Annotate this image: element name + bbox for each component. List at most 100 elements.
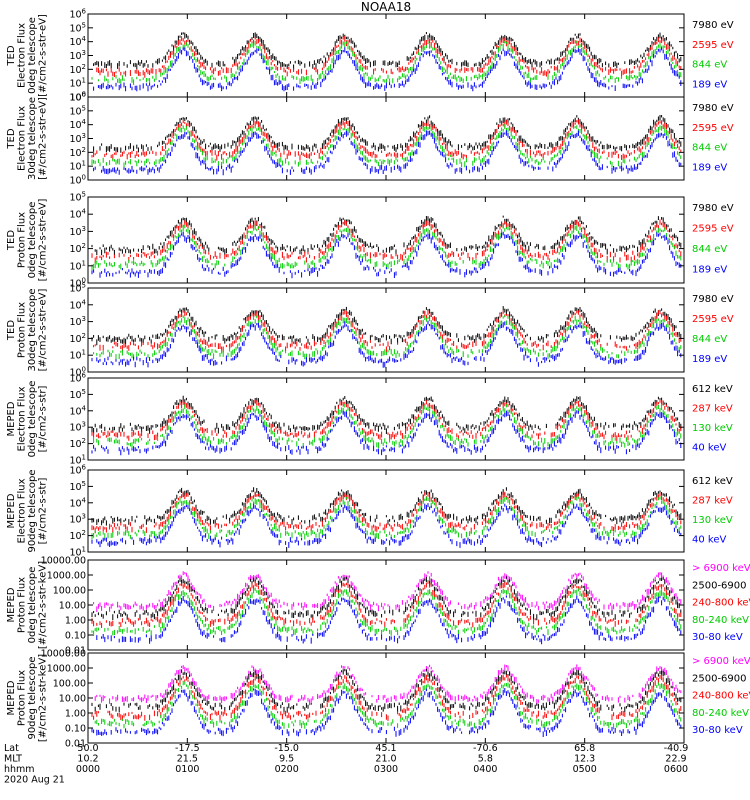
y-axis-label-line: [#/cm2-s-str-eV] [38,289,49,372]
panel-7-data [91,571,682,645]
panel-3-data [91,215,682,279]
legend-entry: 2595 eV [692,314,734,325]
series-trace [91,224,682,270]
legend-entry: 40 keV [692,535,726,546]
legend-entry: 30-80 keV [692,725,743,736]
legend-entry: 80-240 keV [692,708,749,719]
y-axis-label-line: 0deg telescope [27,202,38,279]
y-tick-label: 102 [69,529,86,542]
y-axis-label-line: 0deg telescope [27,567,38,644]
series-40-kev [91,503,682,548]
series-trace [91,503,682,548]
panel-5: 101 102 103 104 105 106 MEPED Electron Flux 0deg… [6,372,733,467]
y-tick-label: 104 [69,496,86,509]
series-240-800-kev [91,674,682,721]
y-axis-label-line: Electron Flux [17,106,28,171]
series-287-kev [91,399,682,442]
x-tick-label-lat: -40.9 [664,743,689,754]
y-axis-label-line: Proton Flux [17,670,28,726]
y-axis-label-line: Proton Flux [17,577,28,633]
series-trace [91,219,682,263]
panel-6-data [91,487,682,548]
y-axis-label-line: TED [6,320,17,341]
figure-title: NOAA18 [361,0,411,14]
x-tick-label-mlt: 21.0 [375,754,396,765]
legend-entry: 40 keV [692,443,726,454]
legend-entry: 2595 eV [692,223,734,234]
y-tick-label: 104 [69,404,86,417]
y-axis-label-line: [#/cm2-s-str-keV] [38,654,49,742]
series-trace [93,130,682,176]
x-tick-label-lat: -15.0 [274,743,299,754]
y-tick-label: 106 [69,8,86,21]
legend-entry: 844 eV [692,143,727,154]
y-tick-label: 101 [69,77,86,90]
y-axis-label-line: [#/cm2-s-str] [38,477,49,544]
legend-entry: 844 eV [692,334,727,345]
x-tick-label-mlt: 9.5 [279,754,294,765]
series-trace [91,576,682,621]
series-trace [91,215,682,256]
y-axis-label: MEPED Proton Flux 0deg telescope [#/cm2-s-s… [6,561,49,649]
series-trace [91,40,682,85]
y-tick-label: 106 [69,464,86,477]
y-tick-label: 10.00 [59,694,86,705]
y-axis-label-line: [#/cm2-s-str-eV] [38,199,49,282]
y-tick-label: 104 [69,118,86,131]
series-80-240-kev [94,680,682,730]
series-trace [91,231,682,279]
y-axis-label-line: 30deg telescope [27,97,38,180]
legend-entry: 189 eV [692,162,727,173]
y-axis-label-line: 90deg telescope [27,656,38,739]
legend-entry: 7980 eV [692,20,734,31]
series-80-240-kev [91,587,682,636]
y-axis-label-line: [#/cm2-s-str] [38,385,49,452]
y-axis-label-line: [#/cm2-s-str-keV] [38,561,49,649]
x-row-label: hhmm [4,764,35,775]
y-tick-label: 103 [69,49,86,62]
series-287-kev [91,491,682,534]
y-tick-label: 100.00 [53,679,86,690]
legend-entry: 240-800 keV [692,598,750,609]
x-tick-label-hhmm: 0400 [473,764,497,775]
series-844-ev [91,124,682,169]
y-axis-label-line: [#/cm2-s-str-eV] [38,14,49,97]
series-2595-ev [96,35,682,78]
date-label: 2020 Aug 21 [4,775,65,786]
x-tick-label-hhmm: 0500 [573,764,597,775]
x-tick-label-lat: -70.6 [473,743,498,754]
series-30-80-kev [91,688,682,737]
y-axis-label-line: [#/cm2-s-str-eV] [38,97,49,180]
series-189-ev [91,231,682,279]
y-tick-label: 0.10 [65,631,86,642]
series-844-ev [93,315,682,360]
series-844-ev [91,224,682,270]
x-tick-label-mlt: 5.8 [478,754,493,765]
y-axis-label-line: Electron Flux [17,478,28,543]
y-tick-label: 102 [69,437,86,450]
x-tick-label-mlt: 10.2 [77,754,98,765]
y-tick-label: 1000.00 [47,571,86,582]
series-612-kev [91,487,682,526]
y-tick-label: 102 [69,63,86,76]
series-trace [91,395,682,434]
y-axis-label-line: MEPED [6,401,17,436]
y-tick-label: 100 [69,277,86,290]
x-tick-label-lat: 50.0 [77,743,98,754]
series-trace [91,320,682,368]
x-row-label: MLT [4,754,22,765]
y-axis-label-line: Electron Flux [17,386,28,451]
y-tick-label: 101 [69,160,86,173]
y-tick-label: 105 [69,388,86,401]
legend-entry: 189 eV [692,79,727,90]
y-axis-label: TED Electron Flux 0deg telescope [#/cm2-s-s… [6,14,49,97]
legend-entry: 2595 eV [692,40,734,51]
legend-entry: 30-80 keV [692,632,743,643]
y-tick-label: 100 [69,366,86,379]
x-tick-label-mlt: 12.3 [574,754,595,765]
series-trace [94,664,682,706]
panel-5-data [91,395,682,456]
y-tick-label: 104 [69,35,86,48]
